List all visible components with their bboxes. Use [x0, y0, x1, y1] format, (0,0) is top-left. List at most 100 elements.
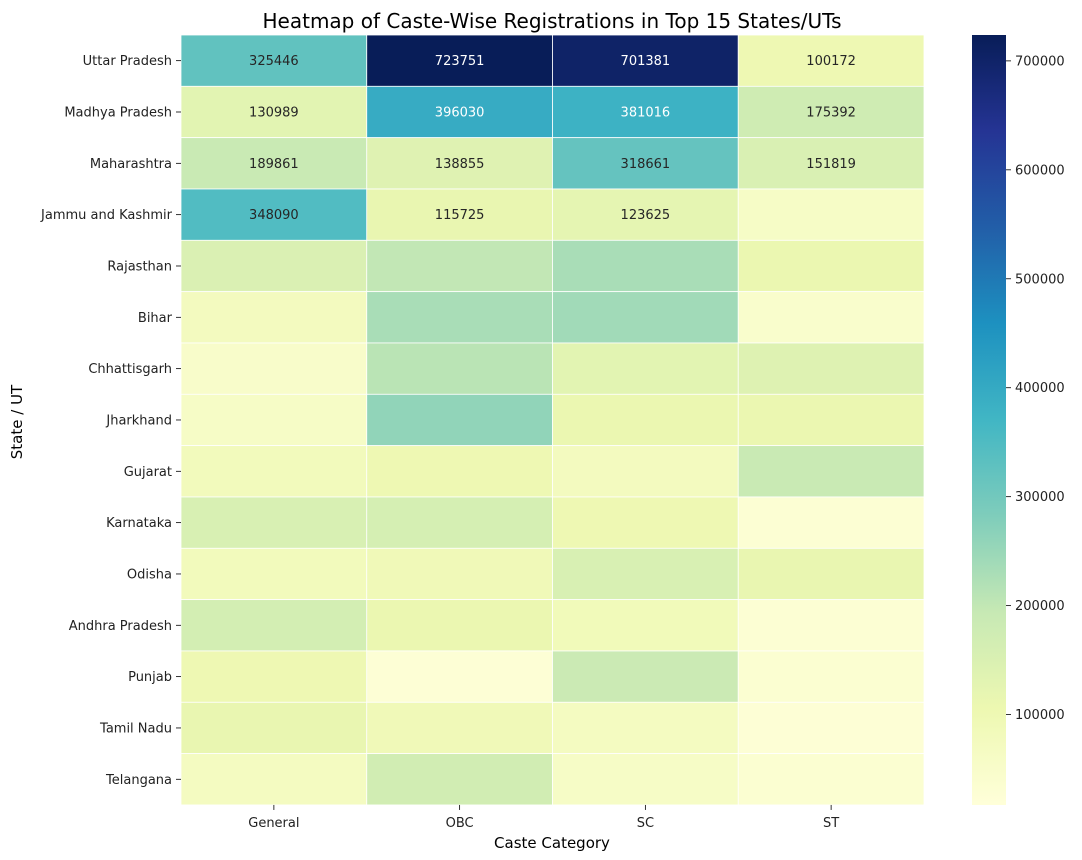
column-tick-labels: General OBC SC ST	[248, 804, 839, 831]
heatmap-cell	[552, 547, 739, 601]
row-tick-label: Chhattisgarh	[88, 362, 172, 377]
heatmap-cell	[737, 701, 925, 755]
heatmap-cell	[180, 650, 368, 703]
heatmap-cell	[737, 188, 925, 241]
column-tick-label: ST	[823, 816, 839, 831]
row-tick-label: Maharashtra	[90, 157, 172, 172]
heatmap-cell	[737, 650, 925, 703]
heatmap-cell	[366, 753, 553, 806]
cell-value-label: 151819	[806, 157, 856, 172]
cell-value-label: 381016	[621, 105, 671, 120]
heatmap-cell	[366, 496, 553, 549]
heatmap-cell	[366, 701, 553, 755]
chart-title: Heatmap of Caste-Wise Registrations in T…	[263, 9, 842, 33]
cell-value-label: 396030	[435, 105, 485, 120]
colorbar-tick-label: 700000	[1015, 54, 1065, 69]
heatmap-cell	[180, 547, 368, 601]
heatmap-cell	[552, 701, 739, 755]
colorbar	[972, 35, 1006, 805]
row-tick-label: Jharkhand	[105, 413, 172, 428]
heatmap-cell	[366, 188, 553, 241]
heatmap-cell	[366, 445, 553, 498]
row-tick-label: Tamil Nadu	[99, 721, 172, 736]
heatmap-cell	[737, 239, 925, 293]
colorbar-tick-label: 300000	[1015, 490, 1065, 505]
cell-value-label: 189861	[249, 157, 299, 172]
column-tick-label: General	[248, 816, 299, 831]
heatmap-cell	[552, 291, 739, 344]
heatmap-cell	[552, 239, 739, 293]
cell-value-label: 175392	[806, 105, 856, 120]
heatmap-cell	[366, 547, 553, 601]
colorbar-ticks: 100000 200000 300000 400000 500000 600000 7000…	[1006, 54, 1065, 723]
heatmap-cell	[180, 188, 368, 241]
heatmap-cell	[180, 496, 368, 549]
y-axis-label: State / UT	[8, 384, 26, 459]
colorbar-tick-label: 500000	[1015, 272, 1065, 287]
heatmap-cell	[180, 753, 368, 806]
heatmap-cell	[737, 445, 925, 498]
heatmap-cell	[737, 137, 925, 190]
heatmap-cell	[180, 393, 368, 447]
heatmap-cell	[180, 445, 368, 498]
heatmap-cell	[180, 701, 368, 755]
heatmap-cell	[552, 34, 739, 87]
heatmap-cell	[366, 342, 553, 395]
heatmap-cells	[180, 34, 925, 806]
heatmap-cell	[366, 291, 553, 344]
row-tick-label: Uttar Pradesh	[83, 54, 172, 69]
heatmap-cell	[180, 239, 368, 293]
heatmap-cell	[737, 34, 925, 87]
heatmap-cell	[180, 342, 368, 395]
cell-value-label: 318661	[621, 157, 671, 172]
row-tick-label: Jammu and Kashmir	[40, 208, 173, 223]
heatmap-cell	[552, 445, 739, 498]
heatmap-cell	[737, 85, 925, 139]
row-tick-label: Karnataka	[106, 516, 172, 531]
row-tick-label: Gujarat	[124, 465, 172, 480]
cell-value-label: 325446	[249, 54, 299, 69]
heatmap-cell	[552, 753, 739, 806]
heatmap-cell	[552, 599, 739, 652]
cell-value-label: 115725	[435, 208, 485, 223]
row-tick-label: Telangana	[105, 773, 172, 788]
cell-value-label: 123625	[621, 208, 671, 223]
colorbar-tick-label: 400000	[1015, 381, 1065, 396]
heatmap-cell	[366, 34, 553, 87]
row-tick-label: Andhra Pradesh	[69, 619, 172, 634]
heatmap-cell	[552, 342, 739, 395]
row-tick-label: Odisha	[127, 567, 172, 582]
x-axis-label: Caste Category	[494, 834, 610, 852]
colorbar-tick-label: 100000	[1015, 708, 1065, 723]
row-tick-label: Rajasthan	[107, 259, 172, 274]
heatmap-cell	[366, 393, 553, 447]
row-tick-label: Punjab	[128, 670, 172, 685]
heatmap-cell	[737, 599, 925, 652]
heatmap-cell	[737, 393, 925, 447]
heatmap-cell	[737, 342, 925, 395]
heatmap-cell	[180, 599, 368, 652]
cell-value-label: 348090	[249, 208, 299, 223]
heatmap-cell	[366, 599, 553, 652]
heatmap-cell	[552, 188, 739, 241]
column-tick-label: OBC	[446, 816, 474, 831]
row-tick-label: Bihar	[138, 311, 173, 326]
heatmap-cell-labels: 325446 723751 701381 100172 130989 396030 3810…	[249, 54, 856, 223]
heatmap-cell	[552, 393, 739, 447]
heatmap-cell	[737, 547, 925, 601]
cell-value-label: 701381	[621, 54, 671, 69]
colorbar-tick-label: 600000	[1015, 163, 1065, 178]
heatmap-cell	[180, 291, 368, 344]
colorbar-tick-label: 200000	[1015, 599, 1065, 614]
heatmap-cell	[552, 496, 739, 549]
heatmap-cell	[737, 753, 925, 806]
heatmap-cell	[366, 239, 553, 293]
row-tick-labels: Uttar Pradesh Madhya Pradesh Maharashtra Ja…	[40, 54, 181, 788]
heatmap-cell	[180, 34, 368, 87]
row-tick-label: Madhya Pradesh	[64, 105, 172, 120]
cell-value-label: 723751	[435, 54, 485, 69]
cell-value-label: 130989	[249, 105, 299, 120]
cell-value-label: 138855	[435, 157, 485, 172]
heatmap-cell	[180, 85, 368, 139]
